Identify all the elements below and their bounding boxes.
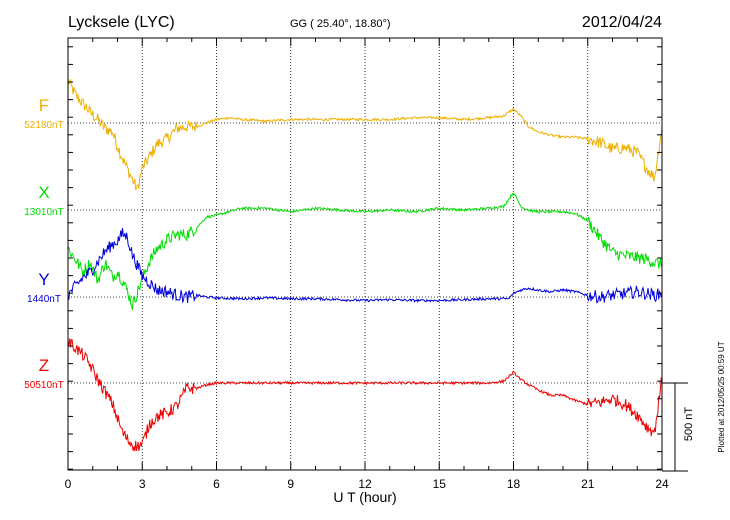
series-traces: [67, 78, 663, 452]
trace-z: [67, 338, 663, 452]
x-tick-label: 15: [433, 477, 447, 491]
scale-bar-label: 500 nT: [683, 407, 695, 442]
x-tick-label: 6: [213, 477, 220, 491]
series-labels: F 52180nT X 13010nT Y 1440nT Z 50510nT: [24, 96, 63, 391]
x-tick-label: 18: [507, 477, 521, 491]
plotted-time-note: Plotted at 2012/05/25 00:59 UT: [717, 341, 726, 452]
trace-x: [67, 192, 663, 310]
x-tick-label: 0: [65, 477, 72, 491]
series-name-x: X: [38, 183, 49, 202]
x-tick-label: 3: [139, 477, 146, 491]
baseline-label-f: 52180nT: [24, 120, 63, 131]
chart-title: Lycksele (LYC): [68, 14, 175, 31]
scale-bar: 500 nT: [662, 382, 695, 472]
grid-lines: [68, 38, 662, 470]
x-axis-label: U T (hour): [333, 489, 396, 505]
trace-f: [67, 78, 663, 191]
station-coordinates: GG ( 25.40°, 18.80°): [290, 18, 391, 30]
axis-ticks: 0 3 6 9 12 15 18 21 24: [65, 38, 669, 491]
series-name-z: Z: [39, 356, 49, 375]
x-tick-label: 12: [358, 477, 372, 491]
baseline-label-x: 13010nT: [24, 207, 63, 218]
trace-y: [67, 228, 663, 304]
x-tick-label: 9: [287, 477, 294, 491]
x-tick-label: 21: [581, 477, 595, 491]
baseline-label-z: 50510nT: [24, 380, 63, 391]
baseline-label-y: 1440nT: [27, 294, 61, 305]
x-tick-label: 24: [655, 477, 669, 491]
series-name-y: Y: [38, 270, 49, 289]
series-name-f: F: [39, 96, 49, 115]
chart-date: 2012/04/24: [582, 14, 662, 31]
